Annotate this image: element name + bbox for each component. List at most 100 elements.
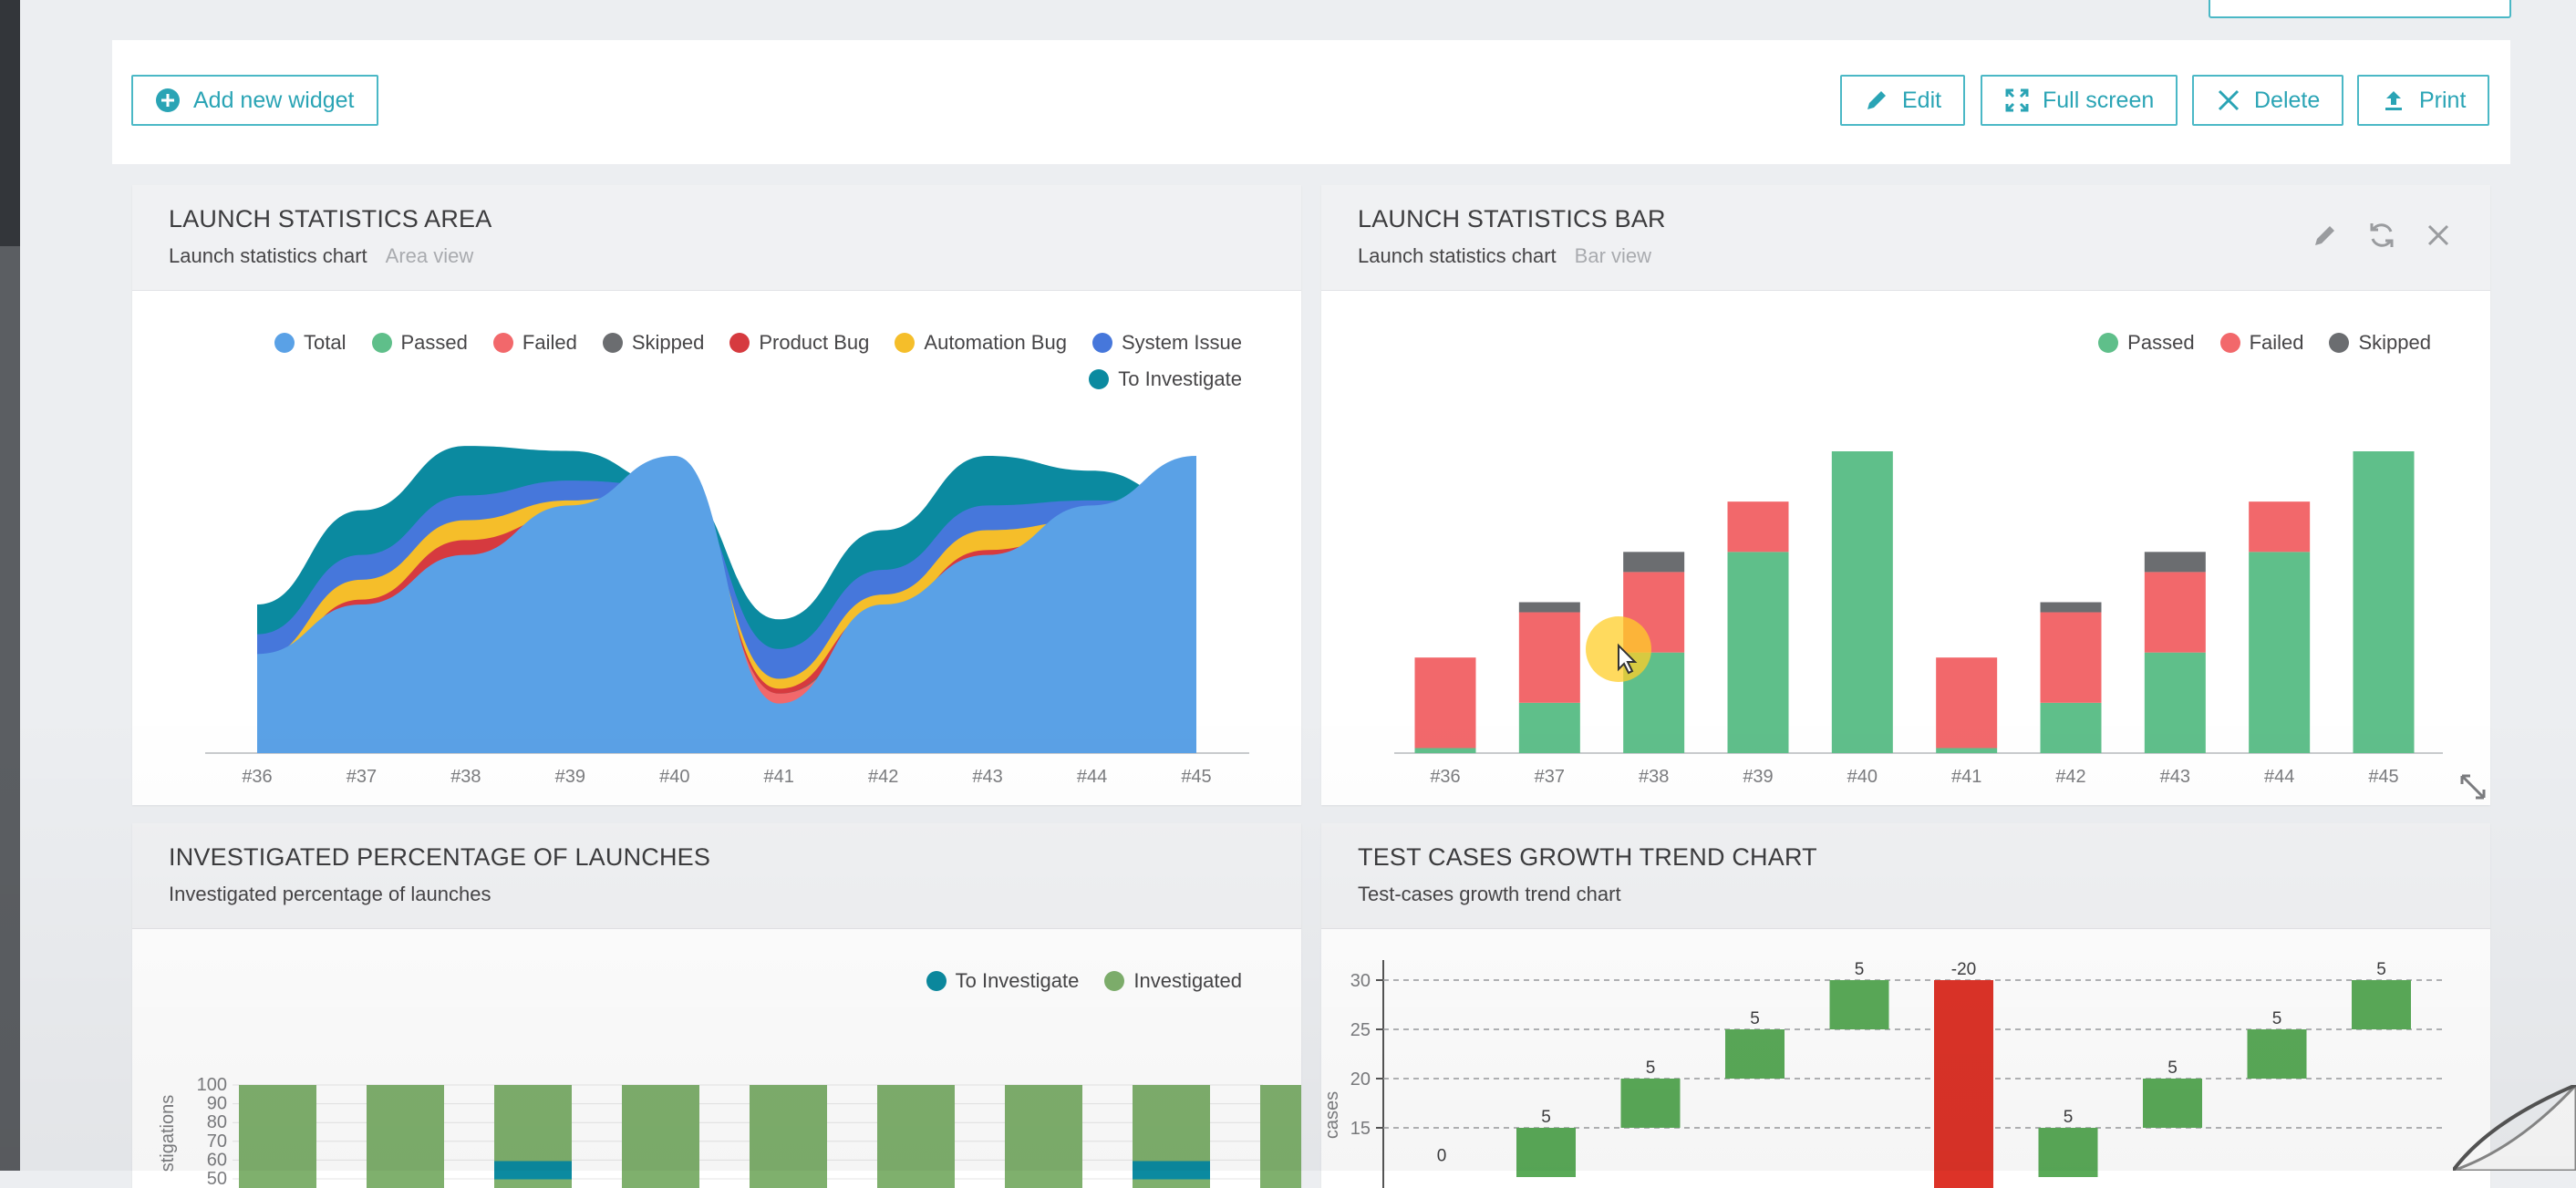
legend-dot	[926, 971, 947, 991]
legend-item-total[interactable]: Total	[274, 331, 347, 355]
legend-item-investigated[interactable]: Investigated	[1104, 969, 1242, 993]
legend-item-passed[interactable]: Passed	[2098, 331, 2195, 355]
widget-subtitle: Investigated percentage of launches	[169, 883, 491, 905]
legend-item-passed[interactable]: Passed	[371, 331, 468, 355]
trend-bar	[1620, 1079, 1681, 1128]
widget-launch-statistics-area: LAUNCH STATISTICS AREA Launch statistics…	[132, 185, 1301, 805]
legend-dot	[1089, 369, 1110, 389]
bar-value-label: 5	[1646, 1059, 1656, 1078]
widget-controls	[2310, 220, 2454, 251]
area-chart: #36 #37 #38 #39 #40 #41 #42 #43 #44 #45	[205, 446, 1249, 787]
full-screen-button[interactable]: Full screen	[1981, 75, 2178, 126]
widget-investigated-percentage: INVESTIGATED PERCENTAGE OF LAUNCHES Inve…	[132, 823, 1301, 1188]
x-tick-label: #43	[2160, 767, 2190, 787]
x-tick-label: #44	[2264, 767, 2294, 787]
y-tick-label: 60	[207, 1150, 227, 1170]
legend-dot	[895, 333, 916, 353]
bar-value-label: 5	[1541, 1108, 1551, 1127]
bar-to-investigate	[1133, 1161, 1210, 1180]
edit-button[interactable]: Edit	[1840, 75, 1966, 126]
close-icon[interactable]	[2423, 220, 2454, 251]
widget-subtitle-text: Launch statistics chart	[169, 244, 367, 267]
bar-value-label: -20	[1951, 960, 1976, 979]
full-screen-label: Full screen	[2043, 87, 2155, 113]
legend-item-skipped[interactable]: Skipped	[602, 331, 705, 355]
widget-subtitle: Test-cases growth trend chart	[1358, 883, 1621, 905]
bar-investigated	[877, 1085, 955, 1188]
bar-skipped	[1518, 602, 1580, 613]
bar-investigated	[622, 1085, 699, 1188]
bar-passed	[1936, 748, 1998, 753]
legend-label: Product Bug	[759, 331, 870, 354]
top-select-box[interactable]	[2209, 0, 2511, 18]
bar-chart: #36 #37 #38 #39 #40 #41 #42 #43 #44 #45	[1394, 451, 2443, 787]
delete-button[interactable]: Delete	[2192, 75, 2344, 126]
area-legend: Total Passed Failed Skipped Product Bug Autom…	[239, 331, 1242, 391]
trend-bar-negative	[1934, 980, 1993, 1188]
pencil-icon[interactable]	[2310, 220, 2341, 251]
bar-value-label: 0	[1437, 1147, 1447, 1166]
bar-failed	[1727, 501, 1789, 553]
bar-failed	[2040, 612, 2102, 703]
legend-label: Skipped	[631, 331, 705, 354]
add-new-widget-button[interactable]: Add new widget	[131, 75, 378, 126]
widget-subtitle: Launch statistics chart Bar view	[1358, 244, 1651, 268]
legend-item-product-bug[interactable]: Product Bug	[729, 331, 869, 355]
widget-title: INVESTIGATED PERCENTAGE OF LAUNCHES	[169, 843, 711, 871]
widget-title: LAUNCH STATISTICS BAR	[1358, 205, 1666, 232]
legend-label: Passed	[2127, 331, 2195, 354]
resize-handle-icon[interactable]	[2459, 773, 2487, 801]
legend-label: Failed	[522, 331, 577, 354]
widget-header: INVESTIGATED PERCENTAGE OF LAUNCHES Inve…	[132, 823, 1301, 929]
legend-item-to-investigate[interactable]: To Investigate	[926, 969, 1079, 993]
legend-item-failed[interactable]: Failed	[492, 331, 577, 355]
widget-test-cases-growth-trend: TEST CASES GROWTH TREND CHART Test-cases…	[1321, 823, 2490, 1188]
widget-header: LAUNCH STATISTICS BAR Launch statistics …	[1321, 185, 2490, 291]
mouse-pointer-icon	[1618, 643, 1638, 675]
add-new-widget-label: Add new widget	[193, 87, 355, 113]
legend-label: Failed	[2249, 331, 2304, 354]
legend-dot	[1104, 971, 1125, 991]
legend-item-system-issue[interactable]: System Issue	[1091, 331, 1242, 355]
widget-title: TEST CASES GROWTH TREND CHART	[1358, 843, 1817, 871]
x-tick-label: #41	[1951, 767, 1981, 787]
legend-item-automation-bug[interactable]: Automation Bug	[895, 331, 1067, 355]
bar-passed	[2249, 552, 2311, 753]
bar-failed	[2144, 572, 2206, 653]
x-tick-label: #36	[1430, 767, 1460, 787]
bar-value-label: 5	[2167, 1059, 2178, 1078]
x-tick-label: #36	[242, 767, 272, 787]
bar-passed	[1831, 451, 1893, 753]
legend-item-skipped[interactable]: Skipped	[2329, 331, 2431, 355]
x-tick-label: #39	[1743, 767, 1773, 787]
legend-label: Passed	[400, 331, 468, 354]
trend-bar	[1516, 1128, 1576, 1177]
bar-passed	[1414, 748, 1476, 753]
expand-icon	[2005, 88, 2029, 112]
y-tick-label: 70	[207, 1131, 227, 1152]
cursor-highlight	[1586, 616, 1651, 682]
bar-value-label: 5	[2272, 1009, 2282, 1028]
bar-passed	[1518, 702, 1580, 753]
trend-bar	[2143, 1079, 2202, 1128]
y-tick-label: 100	[197, 1075, 227, 1095]
left-sidebar-edge	[0, 0, 20, 1171]
y-tick-label: 50	[207, 1169, 227, 1188]
refresh-icon[interactable]	[2366, 220, 2397, 251]
print-button[interactable]: Print	[2357, 75, 2490, 126]
legend-item-to-investigate[interactable]: To Investigate	[1089, 367, 1242, 391]
bar-skipped	[1623, 552, 1685, 573]
bar-value-label: 5	[2376, 960, 2386, 979]
legend-dot	[1091, 333, 1112, 353]
x-tick-label: #40	[659, 767, 689, 787]
widget-title: LAUNCH STATISTICS AREA	[169, 205, 492, 232]
trend-bar	[2038, 1128, 2098, 1177]
widget-header: LAUNCH STATISTICS AREA Launch statistics…	[132, 185, 1301, 291]
legend-dot	[729, 333, 750, 353]
bar-failed	[1414, 657, 1476, 749]
legend-item-failed[interactable]: Failed	[2219, 331, 2304, 355]
y-axis-label: stigations	[158, 1095, 178, 1173]
widget-header: TEST CASES GROWTH TREND CHART Test-cases…	[1321, 823, 2490, 929]
legend-dot	[371, 333, 392, 353]
bar-investigated	[239, 1085, 316, 1188]
